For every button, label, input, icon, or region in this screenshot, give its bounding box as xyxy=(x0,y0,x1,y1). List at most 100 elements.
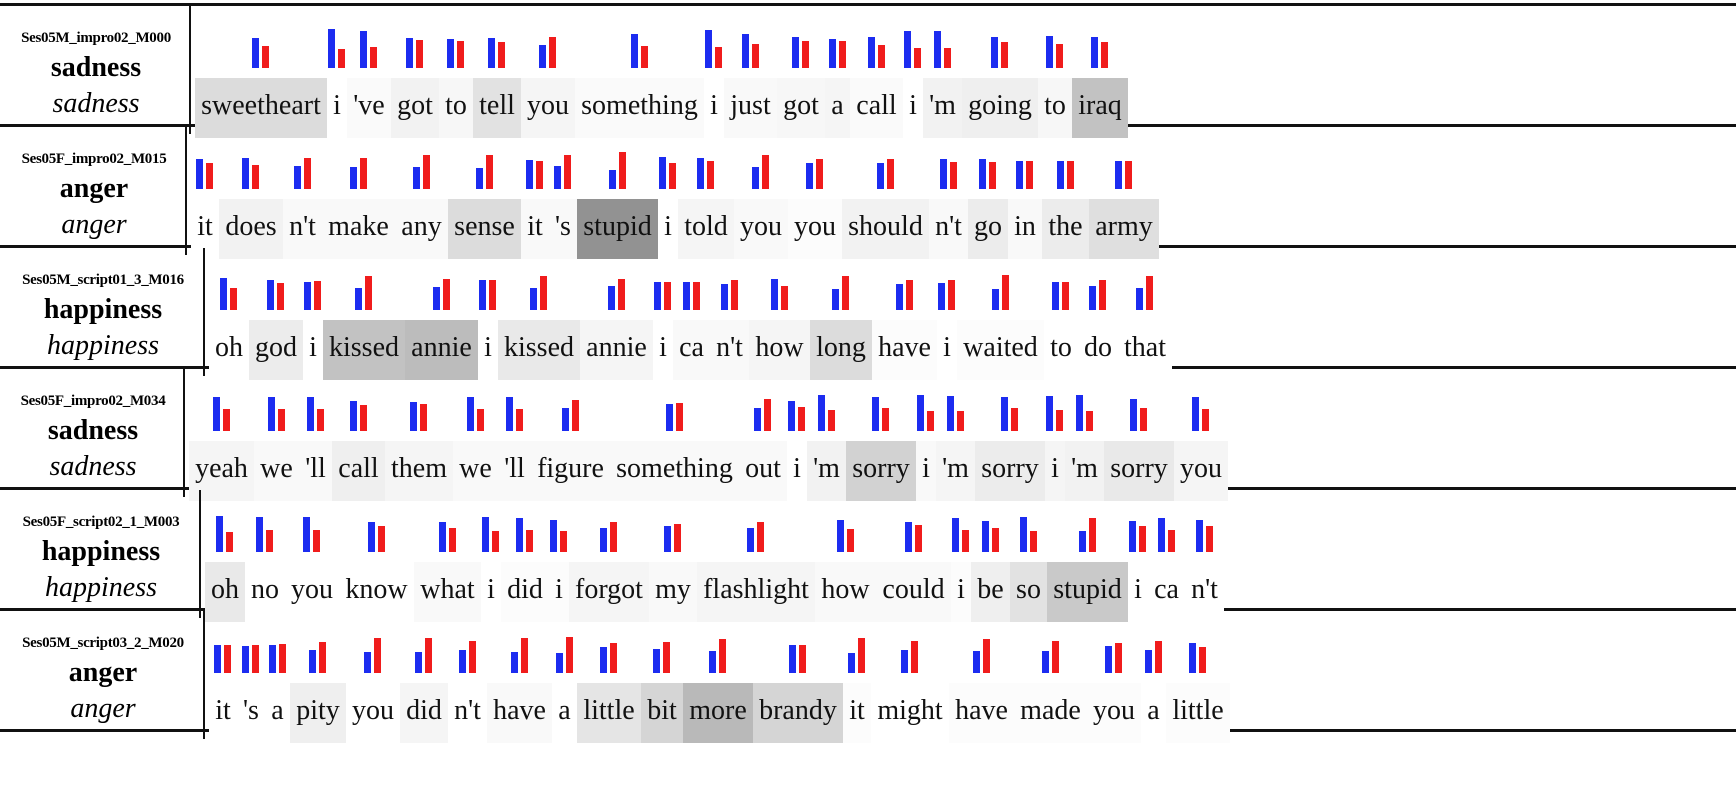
token-word: you xyxy=(291,574,333,605)
token-sequence: it's a pity you did n't have a little bit more bran… xyxy=(209,611,1727,743)
blue-weight-bar xyxy=(304,282,311,310)
token: have xyxy=(872,248,937,380)
token-highlight xyxy=(1010,562,1047,622)
token-highlight xyxy=(1072,78,1128,138)
blue-weight-bar xyxy=(1189,643,1196,673)
token-highlight xyxy=(453,441,498,501)
token: 've xyxy=(347,6,391,138)
token-highlight xyxy=(957,320,1044,380)
blue-weight-bar xyxy=(1078,531,1086,552)
blue-weight-bar xyxy=(220,278,227,310)
red-weight-bar xyxy=(949,162,957,189)
red-weight-bar xyxy=(1088,518,1096,552)
token-word: 've xyxy=(353,90,385,121)
blue-weight-bar xyxy=(788,401,795,431)
blue-weight-bar xyxy=(938,283,945,310)
token: little xyxy=(577,611,641,743)
token-word: 'm xyxy=(929,90,956,121)
token: flashlight xyxy=(697,490,815,622)
token-word: know xyxy=(345,574,408,605)
token-highlight xyxy=(683,683,753,743)
red-weight-bar xyxy=(476,409,484,431)
token-word: any xyxy=(401,211,442,242)
token-word: call xyxy=(338,453,379,484)
red-weight-bar xyxy=(799,645,806,673)
utterance-id: Ses05F_impro02_M015 xyxy=(21,151,167,167)
token-highlight xyxy=(290,683,346,743)
token-word: a xyxy=(558,695,571,726)
token: forgot xyxy=(569,490,649,622)
red-weight-bar xyxy=(526,530,533,552)
blue-weight-bar xyxy=(216,516,223,552)
red-weight-bar xyxy=(914,48,921,68)
red-weight-bar xyxy=(1011,408,1018,431)
token: you xyxy=(734,127,788,259)
token-word: just xyxy=(730,90,771,121)
token: you xyxy=(1087,611,1141,743)
token-highlight xyxy=(521,78,575,138)
token-word: have xyxy=(955,695,1008,726)
token-word: you xyxy=(1093,695,1135,726)
token-highlight xyxy=(777,78,825,138)
token-word: have xyxy=(493,695,546,726)
utterance-id: Ses05M_script01_3_M016 xyxy=(22,272,184,288)
token-highlight xyxy=(1014,683,1087,743)
token-highlight xyxy=(850,78,903,138)
token-word: more xyxy=(689,695,747,726)
token-highlight xyxy=(872,320,937,380)
token-word: i xyxy=(333,90,341,121)
token-highlight xyxy=(1174,441,1228,501)
token: any xyxy=(395,127,448,259)
blue-weight-bar xyxy=(510,652,518,673)
token-highlight xyxy=(501,562,549,622)
token: n't xyxy=(710,248,749,380)
blue-weight-bar xyxy=(939,159,947,189)
token-word: told xyxy=(684,211,728,242)
token-word: you xyxy=(1180,453,1222,484)
red-weight-bar xyxy=(846,529,854,552)
red-weight-bar xyxy=(674,524,681,552)
token-word: we xyxy=(459,453,492,484)
predicted-emotion-label: happiness xyxy=(45,572,157,603)
token-word: long xyxy=(816,332,866,363)
blue-weight-bar xyxy=(1136,288,1143,310)
blue-weight-bar xyxy=(214,645,221,673)
token-highlight xyxy=(552,683,577,743)
token-word: bit xyxy=(647,695,677,726)
token-word: it xyxy=(849,695,865,726)
token: kissed xyxy=(323,248,405,380)
blue-weight-bar xyxy=(256,517,263,552)
token-word: the xyxy=(1048,211,1083,242)
blue-weight-bar xyxy=(709,651,716,673)
true-emotion-label: happiness xyxy=(43,294,163,325)
blue-weight-bar xyxy=(1115,161,1122,189)
token: go xyxy=(968,127,1008,259)
token: you xyxy=(346,611,400,743)
token: it xyxy=(191,127,219,259)
token: out xyxy=(739,369,787,501)
red-weight-bar xyxy=(798,407,805,431)
token-word: 's xyxy=(555,211,571,242)
red-weight-bar xyxy=(485,155,493,189)
token-highlight xyxy=(439,78,473,138)
token: going xyxy=(962,6,1038,138)
predicted-emotion-label: anger xyxy=(70,693,136,724)
red-weight-bar xyxy=(764,399,771,431)
token-sequence: oh god i kissed annie i kissed annie i ca n't how lo… xyxy=(209,248,1727,380)
token-word: 'm xyxy=(813,453,840,484)
token-highlight xyxy=(724,78,777,138)
blue-weight-bar xyxy=(933,31,941,68)
token-highlight xyxy=(254,441,299,501)
token-word: brandy xyxy=(759,695,837,726)
token: bit xyxy=(641,611,683,743)
blue-weight-bar xyxy=(600,528,607,552)
red-weight-bar xyxy=(416,40,423,68)
token-word: flashlight xyxy=(703,574,809,605)
token: i xyxy=(787,369,807,501)
blue-weight-bar xyxy=(268,645,276,673)
blue-weight-bar xyxy=(817,395,825,431)
token: it xyxy=(843,611,871,743)
blue-weight-bar xyxy=(876,163,884,189)
red-weight-bar xyxy=(359,405,367,431)
token-word: i xyxy=(309,332,317,363)
